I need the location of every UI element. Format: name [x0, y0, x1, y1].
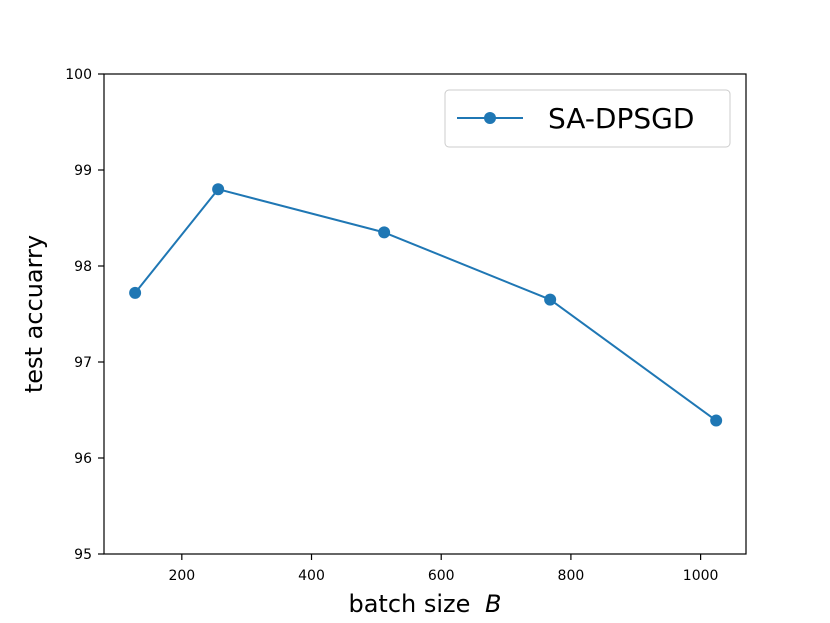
x-tick-label: 1000 — [683, 568, 719, 584]
x-tick-label: 600 — [428, 568, 455, 584]
x-tick-label: 800 — [558, 568, 585, 584]
y-tick-label: 100 — [65, 67, 92, 83]
data-point — [544, 293, 557, 306]
legend: SA-DPSGD — [444, 89, 731, 148]
legend-entry-label: SA-DPSGD — [548, 102, 694, 135]
y-axis-label: test accuarry — [20, 235, 48, 393]
data-point — [212, 183, 225, 196]
plot-area — [129, 183, 723, 427]
y-tick-label: 97 — [74, 355, 92, 371]
x-tick-label: 400 — [298, 568, 325, 584]
x-axis-ticks: 200 400 600 800 1000 — [168, 554, 718, 584]
y-tick-label: 98 — [74, 259, 92, 275]
y-axis-ticks: 95 96 97 98 99 100 — [65, 67, 104, 563]
data-point — [129, 286, 142, 299]
x-tick-label: 200 — [168, 568, 195, 584]
x-axis-label-variable: B — [485, 590, 501, 618]
x-axis-label-text: batch size — [348, 590, 470, 618]
y-tick-label: 99 — [74, 163, 92, 179]
legend-box — [444, 89, 731, 148]
y-tick-label: 95 — [74, 547, 92, 563]
y-tick-label: 96 — [74, 451, 92, 467]
data-point — [710, 414, 723, 427]
axes-frame — [103, 73, 747, 555]
series-layer — [129, 183, 723, 427]
legend-marker-swatch — [484, 112, 496, 124]
x-axis-label: batch size B — [348, 590, 501, 618]
data-point — [378, 226, 391, 239]
